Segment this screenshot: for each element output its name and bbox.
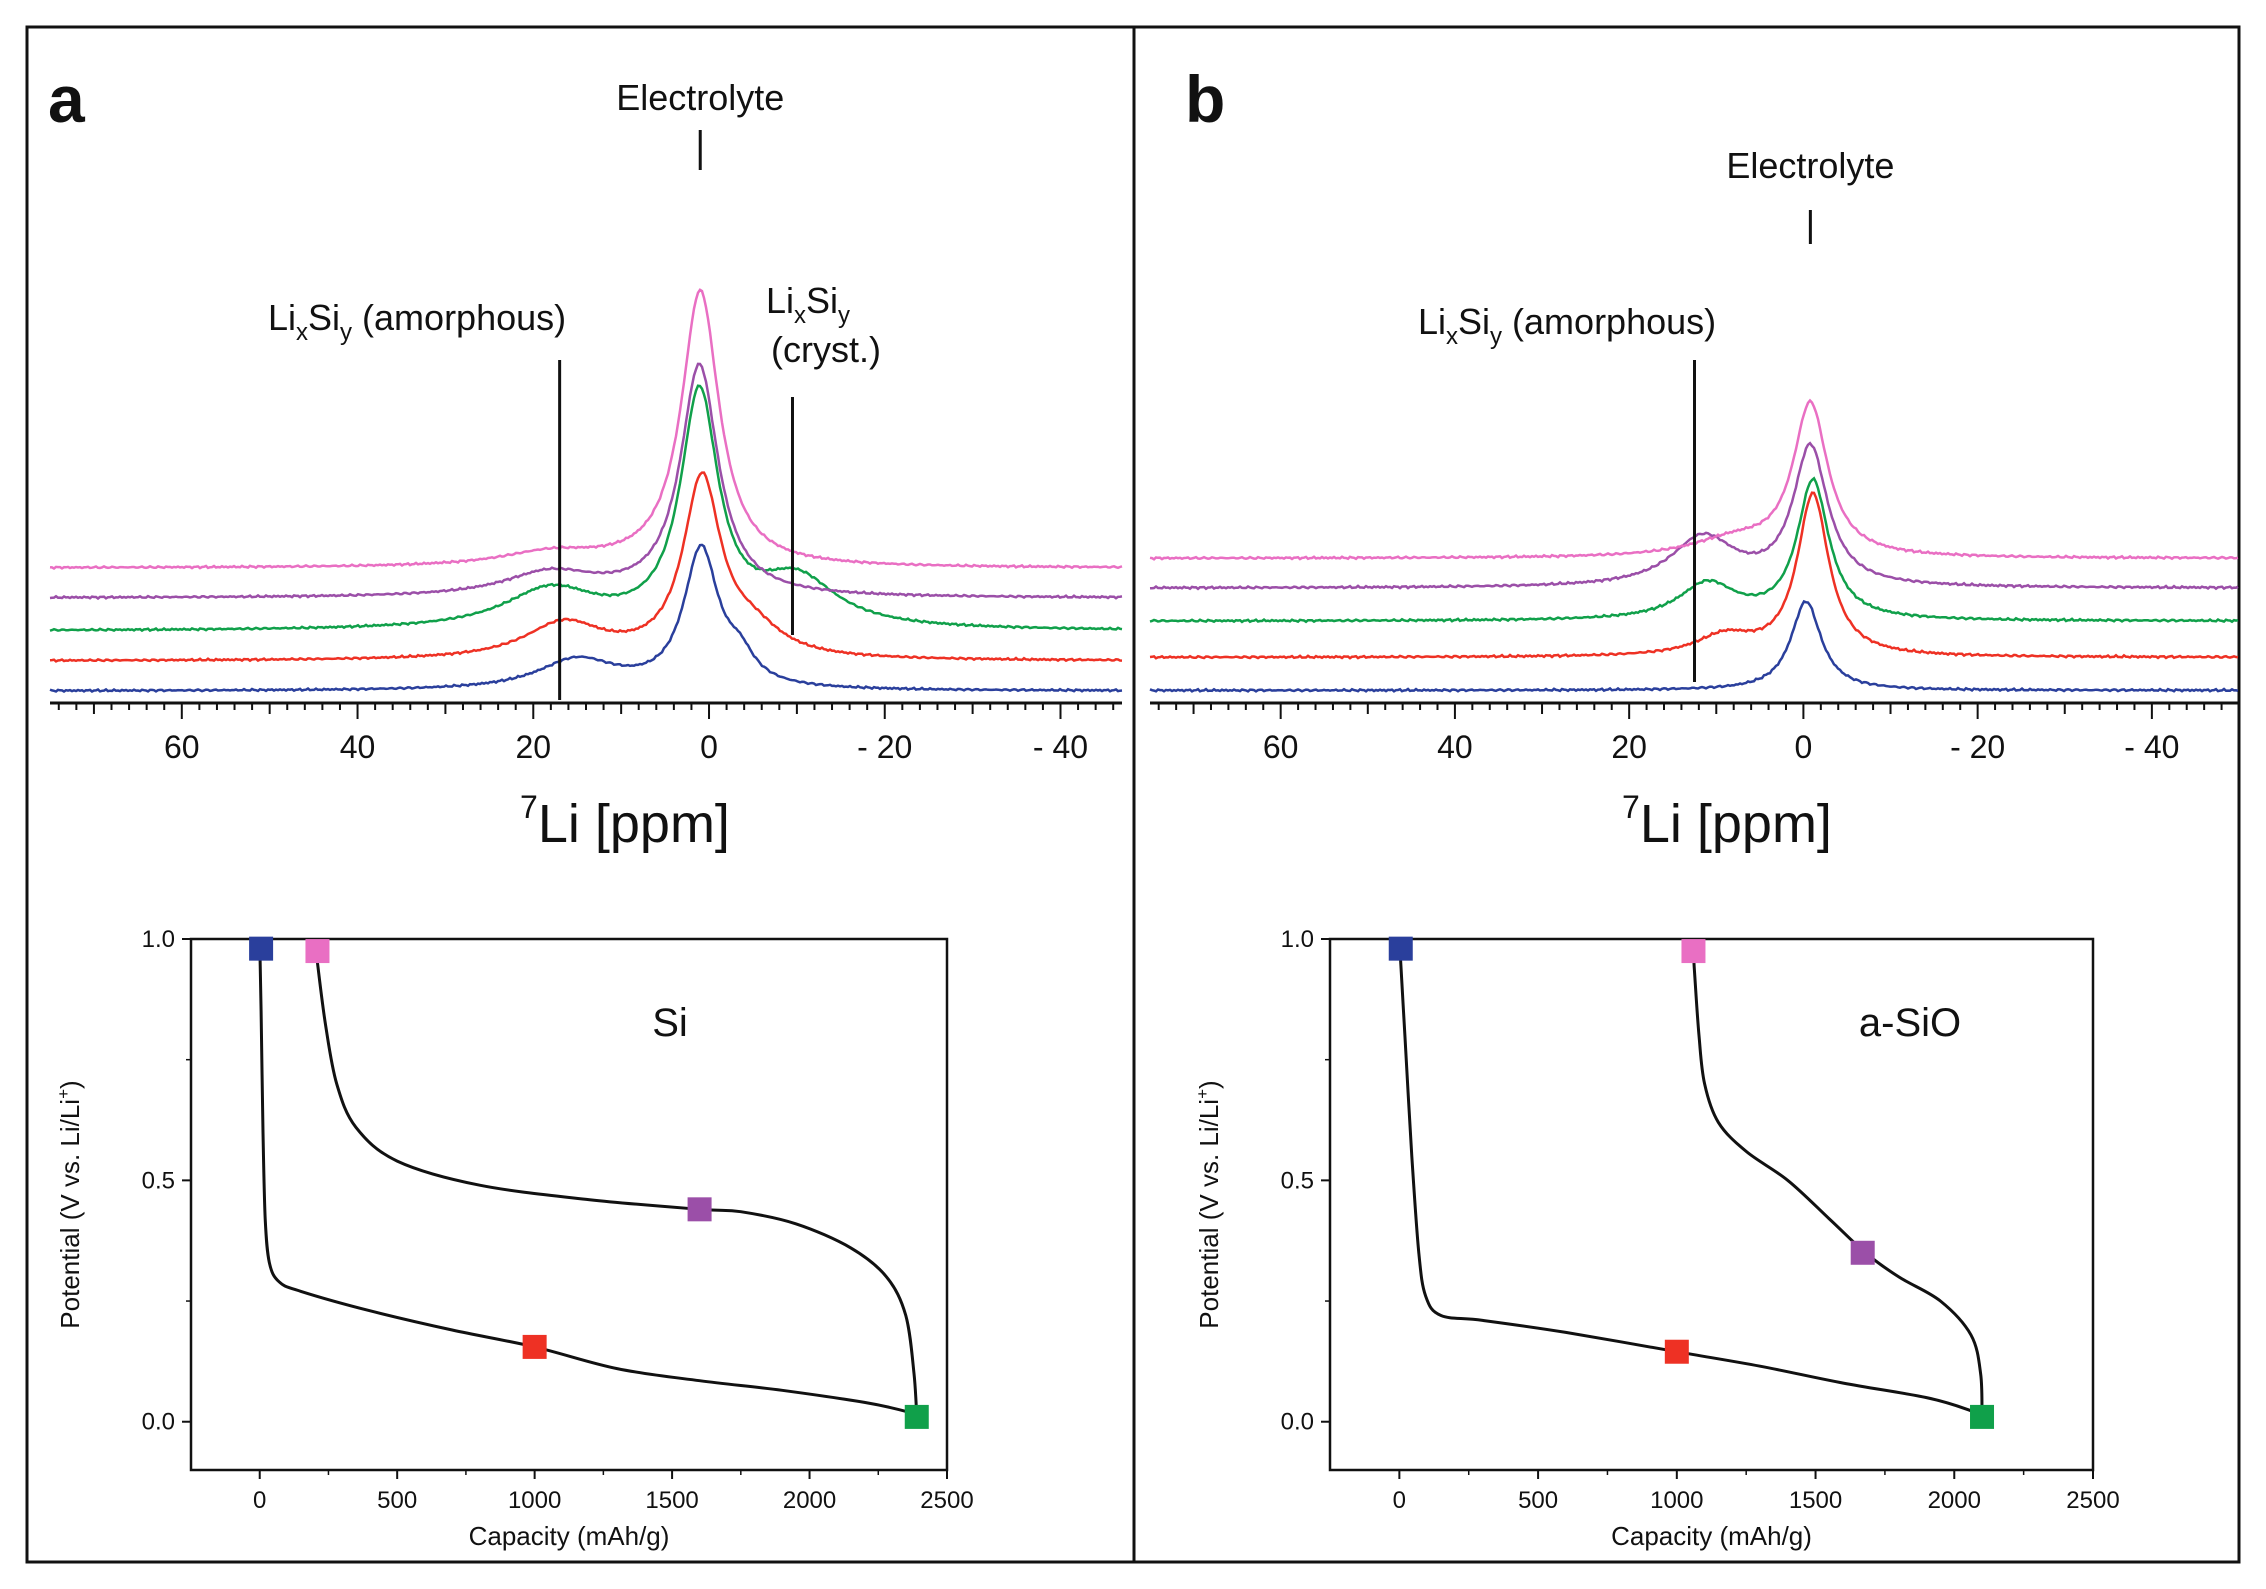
label-part: Li	[1418, 301, 1446, 342]
marker-purple	[1850, 1240, 1875, 1265]
panel-b: b 60 40 20 0 - 20 - 40 Electrolyte LixSiy (amor…	[1149, 62, 2240, 1551]
label-part: Li	[766, 280, 794, 321]
y-tick-label: 1.0	[1281, 926, 1314, 953]
x-tick-label: - 20	[857, 729, 912, 765]
marker-red	[522, 1334, 547, 1359]
x-tick-label: 0	[1393, 1487, 1406, 1514]
crystalline-label-line2: (cryst.)	[771, 329, 881, 370]
y-tick-label: 0.5	[142, 1167, 175, 1194]
y-label-part: Potential (V vs. Li/Li	[1194, 1099, 1224, 1329]
x-tick-label: 1000	[1650, 1487, 1703, 1514]
y-label-part: +	[1193, 1089, 1212, 1099]
label-part: Si	[1458, 301, 1490, 342]
panel-b-spectra: 60 40 20 0 - 20 - 40 Electrolyte LixSiy (amorph…	[1149, 145, 2240, 765]
electrolyte-label: Electrolyte	[1726, 145, 1894, 186]
x-tick-label: 2000	[1928, 1487, 1981, 1514]
x-tick-label: 1500	[645, 1487, 698, 1514]
label-part: x	[794, 302, 806, 329]
amorphous-label: LixSiy (amorphous)	[1418, 301, 1716, 350]
x-tick-label: 2000	[783, 1487, 836, 1514]
x-tick-label: - 20	[1950, 729, 2005, 765]
x-tick-label: 500	[377, 1487, 417, 1514]
x-tick-label: 20	[515, 729, 551, 765]
spectrum-green	[49, 384, 1123, 633]
charge-curve	[1692, 953, 1984, 1417]
panel-b-capacity-chart: 0 500 1000 1500 2000 2500 0.0 0.5 1.0 Capacity (m…	[1193, 926, 2120, 1551]
spectrum-purple	[49, 362, 1123, 601]
x-tick-label: 40	[1437, 729, 1473, 765]
charge-curve	[314, 948, 919, 1418]
spectrum-pink	[49, 288, 1123, 570]
label-part: y	[838, 302, 850, 329]
panel-a-label: a	[48, 62, 86, 136]
marker-green	[904, 1404, 929, 1429]
x-tick-label: - 40	[2124, 729, 2179, 765]
x-axis-label: Capacity (mAh/g)	[469, 1521, 670, 1551]
marker-purple	[687, 1197, 712, 1222]
label-part: x	[296, 319, 308, 346]
label-part: y	[340, 319, 352, 346]
spectrum-blue	[1149, 599, 2239, 693]
panel-b-xaxis-label: 7Li [ppm]	[1622, 789, 1832, 854]
spectrum-blue	[49, 543, 1123, 693]
x-tick-label: 60	[164, 729, 200, 765]
x-tick-label: - 40	[1033, 729, 1088, 765]
y-label-part: )	[55, 1080, 85, 1089]
x-tick-label: 2500	[2066, 1487, 2119, 1514]
y-axis-label: Potential (V vs. Li/Li+)	[54, 1080, 85, 1328]
electrolyte-label: Electrolyte	[616, 77, 784, 118]
y-axis-label: Potential (V vs. Li/Li+)	[1193, 1080, 1224, 1328]
discharge-curve	[258, 938, 918, 1419]
crystalline-label: LixSiy	[766, 280, 850, 329]
x-tick-label: 500	[1518, 1487, 1558, 1514]
x-tick-label: 1500	[1789, 1487, 1842, 1514]
plot-frame	[1328, 937, 2095, 1472]
marker-red	[1664, 1339, 1689, 1364]
x-tick-label: 40	[340, 729, 376, 765]
amorphous-label: LixSiy (amorphous)	[268, 297, 566, 346]
panel-a-xaxis-label: 7Li [ppm]	[520, 789, 730, 854]
x-tick-label: 20	[1611, 729, 1647, 765]
x-tick-label: 2500	[920, 1487, 973, 1514]
marker-green	[1970, 1404, 1995, 1429]
y-label-part: +	[54, 1089, 73, 1099]
y-label-part: )	[1194, 1080, 1224, 1089]
x-tick-label: 0	[253, 1487, 266, 1514]
x-tick-label: 1000	[508, 1487, 561, 1514]
marker-blue	[1388, 936, 1413, 961]
x-tick-label: 0	[700, 729, 718, 765]
x-tick-label: 60	[1263, 729, 1299, 765]
marker-blue	[249, 936, 274, 961]
label-part: Si	[308, 297, 340, 338]
discharge-curve	[1397, 938, 1983, 1419]
spectrum-red	[49, 471, 1123, 663]
y-tick-label: 0.5	[1281, 1167, 1314, 1194]
label-part: (amorphous)	[352, 297, 566, 338]
panel-b-label: b	[1185, 62, 1225, 136]
x-tick-label: 0	[1795, 729, 1813, 765]
material-label: a-SiO	[1859, 1001, 1961, 1045]
label-part: Li	[268, 297, 296, 338]
material-label: Si	[652, 1001, 688, 1045]
y-tick-label: 0.0	[1281, 1409, 1314, 1436]
y-tick-label: 1.0	[142, 926, 175, 953]
marker-pink	[1681, 939, 1706, 964]
label-part: Si	[806, 280, 838, 321]
plot-frame	[189, 937, 949, 1472]
label-part: x	[1446, 323, 1458, 350]
x-axis-label: Capacity (mAh/g)	[1611, 1521, 1812, 1551]
label-part: y	[1490, 323, 1502, 350]
panel-a-capacity-chart: 0 500 1000 1500 2000 2500 0.0 0.5 1.0 Capacity (m…	[54, 926, 974, 1551]
y-label-part: Potential (V vs. Li/Li	[55, 1099, 85, 1329]
marker-pink	[305, 939, 330, 964]
label-part: (amorphous)	[1502, 301, 1716, 342]
y-tick-label: 0.0	[142, 1409, 175, 1436]
